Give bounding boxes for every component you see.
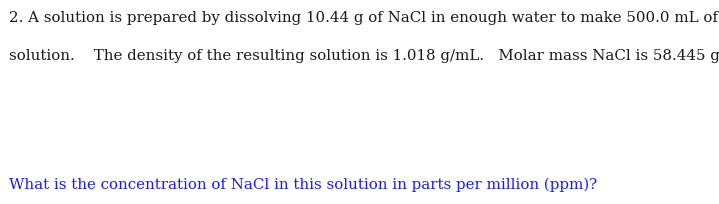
Text: What is the concentration of NaCl in this solution in parts per million (ppm)?: What is the concentration of NaCl in thi…: [9, 176, 597, 191]
Text: solution.    The density of the resulting solution is 1.018 g/mL.   Molar mass N: solution. The density of the resulting s…: [9, 49, 719, 63]
Text: 2. A solution is prepared by dissolving 10.44 g of NaCl in enough water to make : 2. A solution is prepared by dissolving …: [9, 11, 718, 25]
